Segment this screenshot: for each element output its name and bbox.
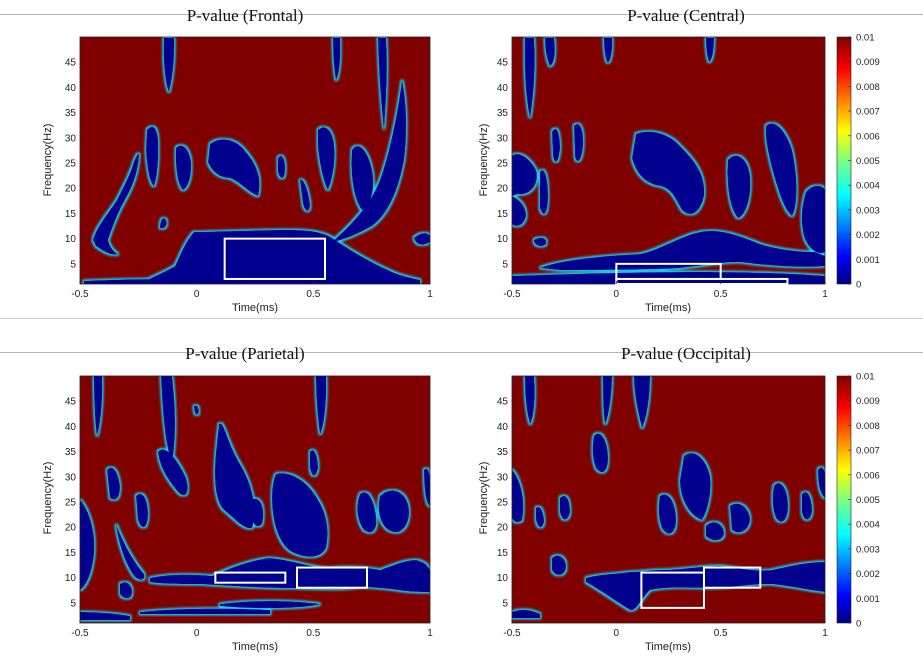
y-tick-label: 10 [497, 573, 509, 584]
panel-frontal: P-value (Frontal) [42, 6, 433, 314]
y-tick-label: 25 [497, 498, 509, 509]
x-tick-label: 1 [822, 628, 828, 639]
y-tick-label: 40 [497, 422, 509, 433]
colorbar-tick-label: 0.003 [856, 544, 880, 555]
colorbar-tick-label: 0.006 [856, 470, 880, 481]
colorbar-tick-label: 0 [856, 619, 861, 630]
y-tick-label: 40 [65, 422, 77, 433]
y-tick-label: 35 [497, 447, 509, 458]
y-tick-label: 5 [70, 259, 76, 270]
x-tick-label: 1 [427, 628, 433, 639]
chart-title: P-value (Frontal) [187, 6, 304, 25]
colorbar-tick-label: 0.009 [856, 57, 880, 68]
y-tick-label: 30 [497, 472, 509, 483]
x-tick-label: 1 [427, 289, 433, 300]
y-tick-label: 10 [497, 234, 509, 245]
x-axis-label: Time(ms) [645, 302, 691, 314]
x-tick-label: 1 [822, 289, 828, 300]
x-axis-label: Time(ms) [645, 641, 691, 653]
colorbar: 0 0.001 0.002 0.003 0.004 0.005 0.006 0.007 0.00… [837, 33, 880, 291]
y-tick-label: 35 [65, 447, 77, 458]
y-tick-label: 25 [65, 498, 77, 509]
heatmap-plot-area [80, 376, 430, 623]
colorbar-tick-label: 0.003 [856, 205, 880, 216]
y-tick-label: 25 [497, 159, 509, 170]
y-tick-label: 10 [65, 573, 77, 584]
colorbar-tick-label: 0.001 [856, 255, 880, 266]
y-tick-label: 15 [65, 209, 77, 220]
x-tick-label: 0 [194, 628, 200, 639]
y-tick-label: 20 [497, 184, 509, 195]
x-tick-label: 0 [614, 289, 620, 300]
colorbar-tick-label: 0.008 [856, 421, 880, 432]
y-tick-label: 5 [70, 598, 76, 609]
colorbar-tick-label: 0.005 [856, 156, 880, 167]
y-tick-label: 45 [65, 397, 77, 408]
colorbar-tick-label: 0.004 [856, 181, 880, 192]
y-tick-label: 30 [497, 133, 509, 144]
y-tick-label: 45 [65, 58, 77, 69]
colorbar-tick-label: 0.005 [856, 495, 880, 506]
x-tick-label: -0.5 [503, 289, 521, 300]
panel-occipital: P-value (Occipital) [478, 344, 880, 653]
y-tick-label: 40 [65, 83, 77, 94]
x-tick-label: 0.5 [714, 628, 728, 639]
x-tick-label: 0 [194, 289, 200, 300]
colorbar-tick-label: 0.006 [856, 131, 880, 142]
y-axis-label: Frequency(Hz) [42, 462, 54, 535]
colorbar-tick-label: 0.001 [856, 594, 880, 605]
panel-parietal: P-value (Parietal) [42, 344, 433, 653]
colorbar-tick-label: 0.007 [856, 446, 880, 457]
y-tick-label: 35 [497, 108, 509, 119]
heatmap-plot-area [512, 37, 825, 284]
y-tick-label: 10 [65, 234, 77, 245]
colorbar-tick-label: 0.007 [856, 107, 880, 118]
colorbar-tick-label: 0.01 [856, 33, 875, 44]
y-tick-label: 25 [65, 159, 77, 170]
heatmap-plot-area [512, 376, 825, 623]
y-tick-label: 15 [497, 209, 509, 220]
x-axis-label: Time(ms) [232, 302, 278, 314]
y-tick-label: 30 [65, 133, 77, 144]
y-tick-label: 20 [497, 523, 509, 534]
chart-title: P-value (Central) [627, 6, 745, 25]
colorbar-tick-label: 0.002 [856, 569, 880, 580]
chart-title: P-value (Parietal) [185, 344, 304, 363]
x-tick-label: -0.5 [71, 628, 89, 639]
colorbar-tick-label: 0.004 [856, 520, 880, 531]
y-tick-label: 40 [497, 83, 509, 94]
colorbar-tick-label: 0 [856, 280, 861, 291]
y-tick-label: 5 [502, 259, 508, 270]
heatmap-plot-area [80, 37, 430, 284]
y-tick-label: 35 [65, 108, 77, 119]
chart-title: P-value (Occipital) [621, 344, 751, 363]
x-tick-label: 0.5 [306, 628, 320, 639]
y-tick-label: 15 [497, 548, 509, 559]
y-axis-label: Frequency(Hz) [42, 124, 54, 197]
y-tick-label: 30 [65, 472, 77, 483]
y-axis-label: Frequency(Hz) [478, 462, 490, 535]
colorbar-tick-label: 0.008 [856, 82, 880, 93]
x-axis-label: Time(ms) [232, 641, 278, 653]
colorbar-tick-label: 0.01 [856, 372, 875, 383]
y-tick-label: 20 [65, 523, 77, 534]
colorbar: 0 0.001 0.002 0.003 0.004 0.005 0.006 0.007 0.00… [837, 372, 880, 630]
y-tick-label: 15 [65, 548, 77, 559]
x-tick-label: -0.5 [71, 289, 89, 300]
y-tick-label: 20 [65, 184, 77, 195]
x-tick-label: 0.5 [306, 289, 320, 300]
x-tick-label: -0.5 [503, 628, 521, 639]
panel-central: P-value (Central) [478, 6, 880, 314]
y-tick-label: 45 [497, 58, 509, 69]
y-axis-label: Frequency(Hz) [478, 124, 490, 197]
x-tick-label: 0 [614, 628, 620, 639]
y-tick-label: 5 [502, 598, 508, 609]
colorbar-tick-label: 0.002 [856, 230, 880, 241]
y-tick-label: 45 [497, 397, 509, 408]
x-tick-label: 0.5 [714, 289, 728, 300]
colorbar-tick-label: 0.009 [856, 396, 880, 407]
